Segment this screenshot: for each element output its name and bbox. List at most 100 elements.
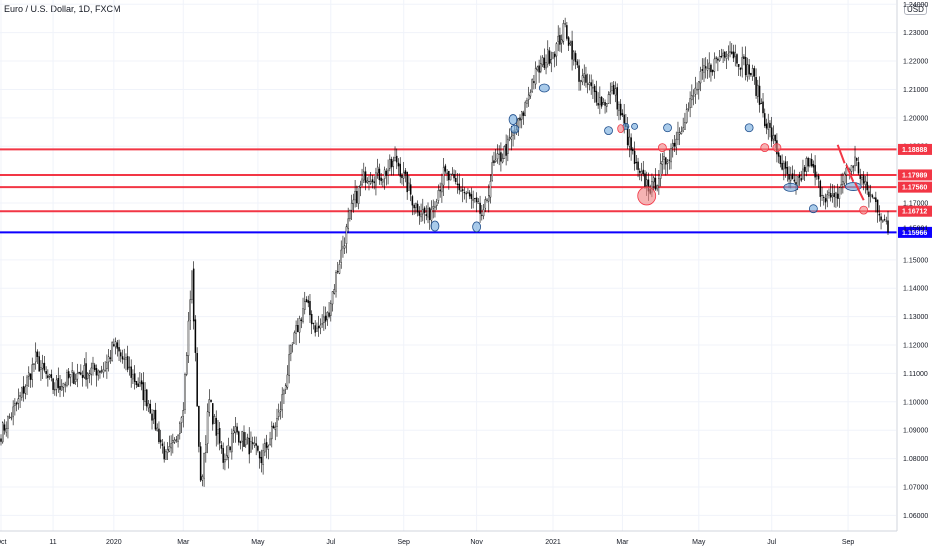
candle-body <box>239 441 242 444</box>
candle-body <box>227 445 230 458</box>
candle-body <box>744 57 747 76</box>
candle-body <box>835 192 837 198</box>
candle-body <box>753 68 756 77</box>
candle-body <box>409 184 412 195</box>
candle-body <box>718 56 721 61</box>
level-badge-label: 1.15966 <box>902 230 927 237</box>
candle-body <box>547 49 549 65</box>
candle-body <box>467 192 469 194</box>
candle-body <box>470 194 473 199</box>
candle-body <box>574 53 577 62</box>
candle-body <box>212 403 214 425</box>
candle-body <box>173 439 176 443</box>
candle-body <box>382 179 384 183</box>
candle-body <box>420 213 422 218</box>
candle-body <box>545 62 547 69</box>
candle-body <box>609 91 612 96</box>
candle-body <box>271 426 273 440</box>
candle-body <box>580 79 582 83</box>
candle-body <box>708 62 710 69</box>
candle-body <box>428 207 431 220</box>
candle-body <box>819 180 822 197</box>
candle-body <box>672 142 674 148</box>
candle-body <box>559 35 561 45</box>
candle-body <box>29 373 32 380</box>
candle-body <box>720 55 723 58</box>
candle-body <box>54 389 56 391</box>
candle-body <box>411 196 414 206</box>
candle-body <box>713 58 716 72</box>
annotation-marker <box>604 126 613 136</box>
candle-body <box>304 301 306 310</box>
candle-body <box>788 174 790 180</box>
candle-body <box>737 64 740 67</box>
candle-body <box>661 161 664 165</box>
candle-body <box>678 132 681 135</box>
candle-body <box>507 138 509 154</box>
candle-body <box>241 430 244 442</box>
candle-body <box>102 369 105 373</box>
candle-body <box>498 153 500 155</box>
candle-body <box>842 181 844 185</box>
trend-stroke <box>845 164 855 183</box>
candle-body <box>276 417 278 427</box>
candle-body <box>321 323 323 325</box>
candle-body <box>639 170 641 173</box>
candle-body <box>527 94 530 100</box>
candle-body <box>416 203 419 213</box>
candle-body <box>297 325 299 333</box>
candle-body <box>359 184 362 188</box>
candle-body <box>665 157 667 165</box>
candle-body <box>796 176 799 186</box>
candle-body <box>866 181 868 191</box>
candle-body <box>165 451 167 460</box>
candle-body <box>218 428 221 444</box>
candle-body <box>125 357 127 360</box>
candle-body <box>659 163 662 179</box>
candle-body <box>331 291 334 305</box>
candle-body <box>368 181 370 183</box>
candle-body <box>264 443 266 453</box>
candle-body <box>80 372 82 375</box>
candle-body <box>139 382 141 387</box>
candle-body <box>694 87 697 95</box>
candle-body <box>731 51 733 54</box>
candle-body <box>380 177 382 182</box>
candle-body <box>323 316 325 324</box>
candle-body <box>831 195 834 198</box>
candle-body <box>635 162 638 164</box>
candle-body <box>710 64 712 73</box>
candle-body <box>687 108 690 110</box>
candle-body <box>522 112 525 116</box>
candle-body <box>369 181 372 184</box>
candle-body <box>279 409 282 412</box>
candle-body <box>531 79 533 92</box>
candle-body <box>267 445 270 450</box>
candle-body <box>272 425 275 428</box>
candle-body <box>99 370 101 373</box>
candle-body <box>524 102 526 117</box>
candle-body <box>588 82 591 85</box>
candle-body <box>869 194 872 196</box>
candle-body <box>465 193 467 195</box>
candle-body <box>677 132 679 140</box>
candle-body <box>260 456 263 464</box>
y-tick-label: 1.09000 <box>903 428 928 435</box>
trend-stroke <box>836 144 846 164</box>
candle-body <box>519 117 521 121</box>
level-badge-label: 1.18888 <box>902 147 927 154</box>
candle-body <box>284 385 287 390</box>
candle-body <box>816 175 818 177</box>
candle-body <box>232 430 235 434</box>
candle-body <box>734 52 736 57</box>
candle-body <box>468 192 471 197</box>
candle-body <box>107 356 110 363</box>
candle-body <box>597 102 599 106</box>
candle-body <box>413 204 415 209</box>
currency-badge[interactable]: USD <box>904 4 927 15</box>
candle-body <box>765 123 768 129</box>
candle-body <box>64 384 66 386</box>
annotation-marker <box>744 123 754 133</box>
candle-body <box>24 386 27 394</box>
